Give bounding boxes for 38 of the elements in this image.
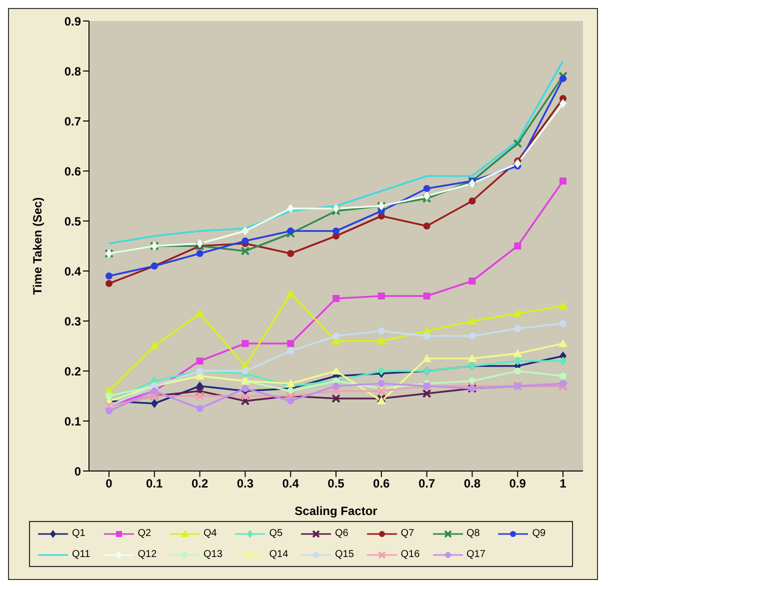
legend-label: Q11 [72,549,90,560]
x-tick-label: 0.9 [509,476,526,491]
legend-label: Q1 [72,528,86,539]
x-tick-label: 0.8 [464,476,481,491]
y-axis-title: Time Taken (Sec) [30,197,44,295]
x-axis-title: Scaling Factor [294,504,378,518]
x-tick-label: 0.2 [191,476,208,491]
y-tick-label: 0.6 [64,164,82,178]
legend-label: Q15 [335,549,354,560]
x-tick-label: 1 [560,476,567,491]
legend-label: Q17 [466,549,486,560]
y-tick-label: 0.7 [64,114,82,128]
y-tick-label: 0.2 [64,364,82,378]
legend-label: Q4 [204,528,217,539]
x-tick-label: 0.4 [282,476,300,491]
x-tick-label: 0.6 [373,476,390,491]
legend-label: Q5 [269,528,283,539]
legend-label: Q16 [400,549,420,560]
legend-label: Q13 [204,549,222,560]
legend-label: Q8 [466,528,480,539]
x-tick-label: 0.7 [418,476,436,491]
x-tick-label: 0.1 [146,476,164,491]
legend-label: Q2 [138,528,152,539]
x-tick-label: 0.3 [236,476,254,491]
y-tick-label: 0.4 [64,264,82,278]
y-tick-label: 0.8 [64,64,82,78]
legend-label: Q6 [335,528,348,539]
legend-label: Q7 [400,528,414,539]
legend-label: Q12 [138,549,157,560]
y-tick-label: 0 [74,464,82,478]
x-tick-label: 0 [106,476,113,491]
legend-label: Q9 [532,528,546,539]
y-tick-label: 0.5 [64,214,82,228]
y-tick-label: 0.1 [64,414,82,428]
y-tick-label: 0.9 [64,14,82,28]
legend-label: Q14 [269,549,288,560]
y-tick-label: 0.3 [64,314,82,328]
x-tick-label: 0.5 [328,476,345,491]
